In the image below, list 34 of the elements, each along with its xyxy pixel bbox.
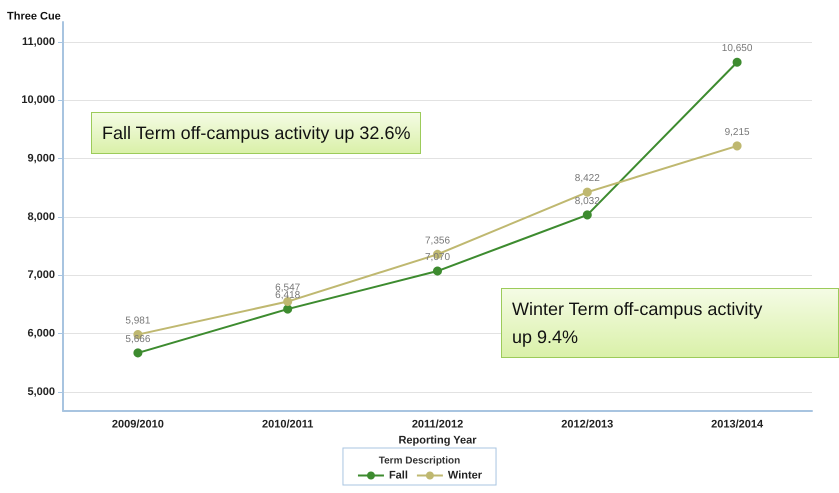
note-box: Fall Term off-campus activity up 32.6% xyxy=(91,112,422,154)
x-tick-label: 2009/2010 xyxy=(112,418,164,430)
x-tick-label: 2011/2012 xyxy=(412,418,464,430)
x-tick-label: 2010/2011 xyxy=(262,418,314,430)
legend-title: Term Description xyxy=(378,456,460,466)
y-tick-label: 5,000 xyxy=(27,386,55,398)
y-tick-label: 10,000 xyxy=(21,94,55,106)
data-label: 5,981 xyxy=(125,316,151,327)
data-label: 8,422 xyxy=(574,173,600,184)
point xyxy=(732,58,742,67)
x-tick-label: 2013/2014 xyxy=(711,418,764,430)
data-label: 7,356 xyxy=(424,235,450,246)
legend-label: Fall xyxy=(388,470,408,482)
point xyxy=(433,266,442,276)
y-tick-label: 8,000 xyxy=(27,210,55,223)
data-label: 6,418 xyxy=(275,290,301,302)
point xyxy=(582,210,592,220)
y-tick-label: 6,000 xyxy=(27,327,55,340)
y-tick-label: 7,000 xyxy=(27,269,55,282)
point xyxy=(582,188,592,197)
y-tick-label: 9,000 xyxy=(27,152,55,164)
legend-label: Winter xyxy=(448,470,483,482)
point xyxy=(133,348,142,358)
data-label: 5,666 xyxy=(125,334,151,345)
point xyxy=(732,141,742,150)
data-label: 9,215 xyxy=(724,126,750,138)
y-tick-label: 11,000 xyxy=(22,36,55,48)
data-label: 10,650 xyxy=(722,43,753,54)
x-axis-title: Reporting Year xyxy=(398,434,478,446)
y-axis-title: Three Cue xyxy=(7,10,61,22)
note-box: Winter Term off-campus activity up 9.4% xyxy=(501,288,839,358)
x-tick-label: 2012/2013 xyxy=(561,418,614,430)
point xyxy=(283,304,292,314)
data-label: 8,032 xyxy=(574,196,600,207)
